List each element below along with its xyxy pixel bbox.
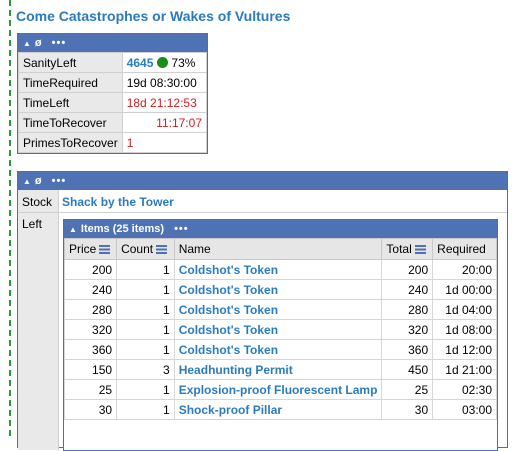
stock-key: Stock [22,195,53,209]
stat-value: 11:17:07 [121,112,208,133]
total-cell: 240 [381,279,434,300]
column-menu-icon[interactable] [414,245,426,254]
page-title: Come Catastrophes or Wakes of Vultures [16,8,291,24]
price-cell: 280 [63,299,118,320]
price-cell: 320 [63,319,118,340]
stats-panel: ▲ ø ••• SanityLeft 4645 73% TimeRequired … [17,33,208,154]
table-row: 240 1 Coldshot's Token 240 1d 00:00 [63,279,497,300]
price-cell: 200 [63,259,118,280]
items-header-label: Items (25 items) [80,223,165,235]
stat-key: TimeToRecover [18,112,123,133]
sanity-value: 4645 [126,55,154,70]
column-menu-icon[interactable] [99,245,111,254]
row-divider [18,212,507,213]
collapse-triangle-icon[interactable]: ▲ [69,224,77,234]
name-cell[interactable]: Coldshot's Token [173,279,383,300]
total-cell: 30 [381,399,434,420]
name-cell[interactable]: Shock-proof Pillar [173,399,383,420]
name-cell[interactable]: Explosion-proof Fluorescent Lamp [173,379,383,400]
stats-table: SanityLeft 4645 73% TimeRequired 19d 08:3… [18,52,208,153]
stat-value: 18d 21:12:53 [121,92,208,113]
column-header-total[interactable]: Total [381,238,434,260]
column-menu-icon[interactable] [156,245,168,254]
items-table: Price Count Name Total Required 200 1 Co… [63,238,497,420]
stock-value[interactable]: Shack by the Tower [62,195,174,209]
required-cell: 1d 04:00 [432,299,497,320]
name-cell[interactable]: Coldshot's Token [173,299,383,320]
total-cell: 280 [381,299,434,320]
count-cell: 1 [116,279,175,300]
total-cell: 25 [381,379,434,400]
more-options-icon[interactable]: ••• [51,175,67,187]
count-cell: 1 [116,339,175,360]
panel-symbol: ø [34,37,42,49]
column-header-price[interactable]: Price [63,238,118,260]
column-header-count[interactable]: Count [116,238,175,260]
stat-row-sanity: SanityLeft 4645 73% [18,52,208,73]
stats-panel-header[interactable]: ▲ ø ••• [18,34,207,52]
sanity-percent: 73% [171,55,196,70]
stat-key: TimeLeft [18,92,123,113]
stat-value: 1 [121,132,208,153]
left-key: Left [22,217,43,231]
price-cell: 30 [63,399,118,420]
count-cell: 1 [116,399,175,420]
name-cell[interactable]: Headhunting Permit [173,359,383,380]
items-panel-header[interactable]: ▲ Items (25 items) ••• [64,220,497,238]
name-cell[interactable]: Coldshot's Token [173,339,383,360]
more-options-icon[interactable]: ••• [51,37,67,49]
stat-key: PrimesToRecover [18,132,123,153]
table-row: 200 1 Coldshot's Token 200 20:00 [63,259,497,280]
count-cell: 1 [116,259,175,280]
table-row: 150 3 Headhunting Permit 450 1d 21:00 [63,359,497,380]
stat-row-time-to-recover: TimeToRecover 11:17:07 [18,112,208,133]
column-header-name[interactable]: Name [173,238,383,260]
table-row: 360 1 Coldshot's Token 360 1d 12:00 [63,339,497,360]
price-cell: 360 [63,339,118,360]
stat-value: 4645 73% [121,52,208,73]
items-panel: ▲ Items (25 items) ••• Price Count Name … [63,219,498,451]
column-header-required[interactable]: Required [432,238,497,260]
items-header-row: Price Count Name Total Required [63,238,497,260]
required-cell: 1d 12:00 [432,339,497,360]
table-row: 30 1 Shock-proof Pillar 30 03:00 [63,399,497,420]
count-cell: 1 [116,379,175,400]
stat-key: TimeRequired [18,72,123,93]
price-cell: 25 [63,379,118,400]
total-cell: 360 [381,339,434,360]
tree-guide-line [9,0,11,436]
total-cell: 200 [381,259,434,280]
panel-symbol: ø [34,175,42,187]
price-cell: 240 [63,279,118,300]
count-cell: 1 [116,319,175,340]
collapse-triangle-icon[interactable]: ▲ [23,176,31,186]
stat-key: SanityLeft [18,52,123,73]
stock-panel: ▲ ø ••• Stock Shack by the Tower Left ▲ … [17,171,508,451]
required-cell: 1d 21:00 [432,359,497,380]
price-cell: 150 [63,359,118,380]
required-cell: 20:00 [432,259,497,280]
table-row: 280 1 Coldshot's Token 280 1d 04:00 [63,299,497,320]
collapse-triangle-icon[interactable]: ▲ [23,38,31,48]
total-cell: 320 [381,319,434,340]
required-cell: 1d 08:00 [432,319,497,340]
name-cell[interactable]: Coldshot's Token [173,319,383,340]
total-cell: 450 [381,359,434,380]
required-cell: 1d 00:00 [432,279,497,300]
count-cell: 3 [116,359,175,380]
stat-row-time-required: TimeRequired 19d 08:30:00 [18,72,208,93]
stat-row-primes-to-recover: PrimesToRecover 1 [18,132,208,153]
stock-panel-header[interactable]: ▲ ø ••• [18,172,507,190]
more-options-icon[interactable]: ••• [174,223,189,235]
table-row: 320 1 Coldshot's Token 320 1d 08:00 [63,319,497,340]
required-cell: 03:00 [432,399,497,420]
stat-row-time-left: TimeLeft 18d 21:12:53 [18,92,208,113]
required-cell: 02:30 [432,379,497,400]
stat-value: 19d 08:30:00 [121,72,208,93]
count-cell: 1 [116,299,175,320]
name-cell[interactable]: Coldshot's Token [173,259,383,280]
stock-key-column [18,190,59,450]
status-dot-icon [157,56,169,68]
table-row: 25 1 Explosion-proof Fluorescent Lamp 25… [63,379,497,400]
